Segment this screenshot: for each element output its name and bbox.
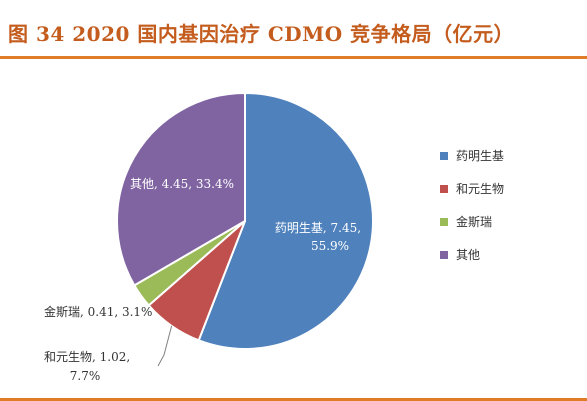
- pie-chart: 药明生基, 7.45, 55.9% 其他, 4.45, 33.4% 金斯瑞, 0.41…: [44, 91, 504, 383]
- legend-swatch-wuxi: [440, 152, 448, 160]
- data-label-wuxi-line1: 药明生基, 7.45,: [275, 221, 361, 235]
- data-label-other: 其他, 4.45, 33.4%: [130, 177, 234, 191]
- pie-slice-wuxi: [197, 91, 374, 350]
- data-label-obio-line1: 和元生物, 1.02,: [44, 350, 130, 364]
- legend-label-other: 其他: [456, 248, 480, 262]
- legend-swatch-obio: [440, 185, 448, 193]
- legend-label-obio: 和元生物: [456, 182, 504, 196]
- bottom-rule: [0, 398, 587, 401]
- title-rule: [0, 56, 587, 59]
- data-label-wuxi-line2: 55.9%: [311, 239, 349, 253]
- legend-swatch-other: [440, 251, 448, 259]
- pie-slice-other: [116, 91, 246, 287]
- data-label-obio-line2: 7.7%: [70, 369, 101, 383]
- data-label-genscript: 金斯瑞, 0.41, 3.1%: [44, 304, 152, 319]
- leader-line-obio: [157, 325, 173, 367]
- legend-label-wuxi: 药明生基: [456, 149, 504, 163]
- legend-swatch-genscript: [440, 218, 448, 226]
- chart-title: 图 34 2020 国内基因治疗 CDMO 竞争格局（亿元）: [8, 22, 515, 46]
- legend-label-genscript: 金斯瑞: [456, 214, 492, 229]
